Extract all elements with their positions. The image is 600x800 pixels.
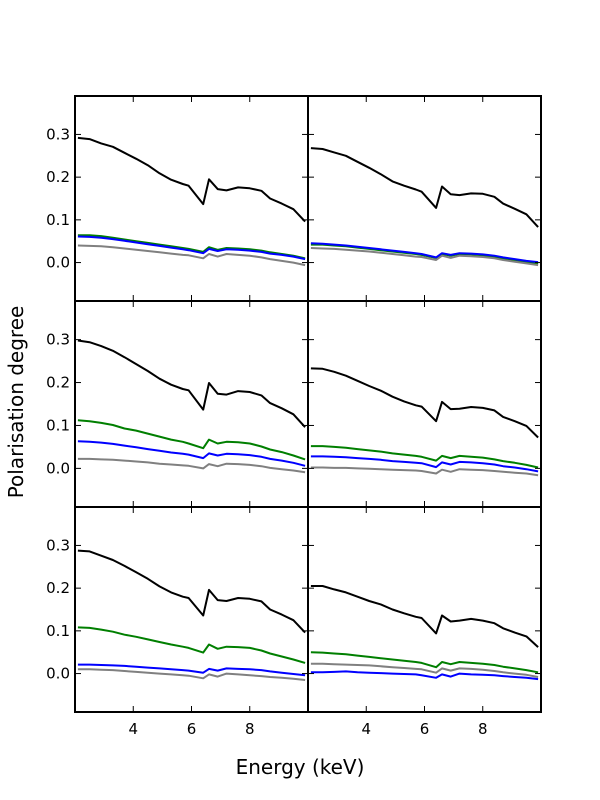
panel-row1-right	[307, 95, 542, 302]
series-line-green	[77, 234, 306, 260]
y-tick-label: 0.2	[46, 374, 70, 392]
series-line-blue	[310, 455, 539, 473]
y-tick-label: 0.2	[46, 579, 70, 597]
series-line-blue	[310, 242, 539, 264]
panel-frame	[307, 506, 542, 713]
x-axis-title: Energy (keV)	[236, 755, 365, 779]
y-tick-label: 0.0	[46, 459, 70, 477]
panel-row1-left: 0.0 0.1 0.2 0.3	[46, 95, 309, 302]
x-tick-label: 8	[478, 720, 488, 738]
panel-row3-left: 0.0 0.1 0.2 0.3 4 6 8	[46, 506, 309, 738]
panels-group: 0.00.10.20.30.00.10.20.30.00.10.20.34 6 8 4…	[46, 95, 542, 738]
x-tick-label: 8	[245, 720, 255, 738]
x-tick-label: 6	[187, 720, 197, 738]
y-tick-label: 0.3	[46, 536, 70, 554]
series-line-green	[310, 445, 539, 469]
y-tick-label: 0.0	[46, 665, 70, 683]
series-line-blue	[77, 235, 306, 261]
series-line-gray	[310, 247, 539, 267]
panel-frame	[74, 506, 309, 713]
y-tick-label: 0.3	[46, 125, 70, 143]
series-line-black	[77, 339, 306, 428]
panel-frame	[307, 300, 542, 508]
series-line-black	[310, 585, 539, 648]
series-line-black	[77, 136, 306, 223]
series-line-gray	[77, 668, 306, 681]
panel-row2-right	[307, 300, 542, 508]
x-tick-label: 4	[361, 720, 371, 738]
x-tick-label: 4	[128, 720, 138, 738]
panel-row3-right: 4 6 8	[307, 506, 542, 738]
series-line-green	[310, 651, 539, 674]
series-line-gray	[310, 662, 539, 678]
y-tick-label: 0.1	[46, 416, 70, 434]
y-tick-label: 0.0	[46, 254, 70, 272]
series-line-black	[310, 367, 539, 439]
series-line-gray	[77, 244, 306, 267]
series-line-black	[77, 549, 306, 634]
y-tick-label: 0.3	[46, 331, 70, 349]
panel-frame	[307, 95, 542, 302]
panel-row2-left: 0.0 0.1 0.2 0.3	[46, 300, 309, 508]
series-line-blue	[310, 670, 539, 681]
x-tick-label: 6	[420, 720, 430, 738]
series-line-gray	[310, 466, 539, 477]
series-line-blue	[77, 440, 306, 467]
panel-frame	[74, 95, 309, 302]
series-line-black	[310, 147, 539, 228]
y-axis-title: Polarisation degree	[4, 306, 28, 499]
series-line-green	[77, 626, 306, 664]
y-tick-label: 0.1	[46, 211, 70, 229]
series-line-gray	[77, 457, 306, 474]
series-line-green	[77, 419, 306, 461]
y-tick-label: 0.2	[46, 168, 70, 186]
y-tick-label: 0.1	[46, 622, 70, 640]
series-line-blue	[77, 663, 306, 677]
